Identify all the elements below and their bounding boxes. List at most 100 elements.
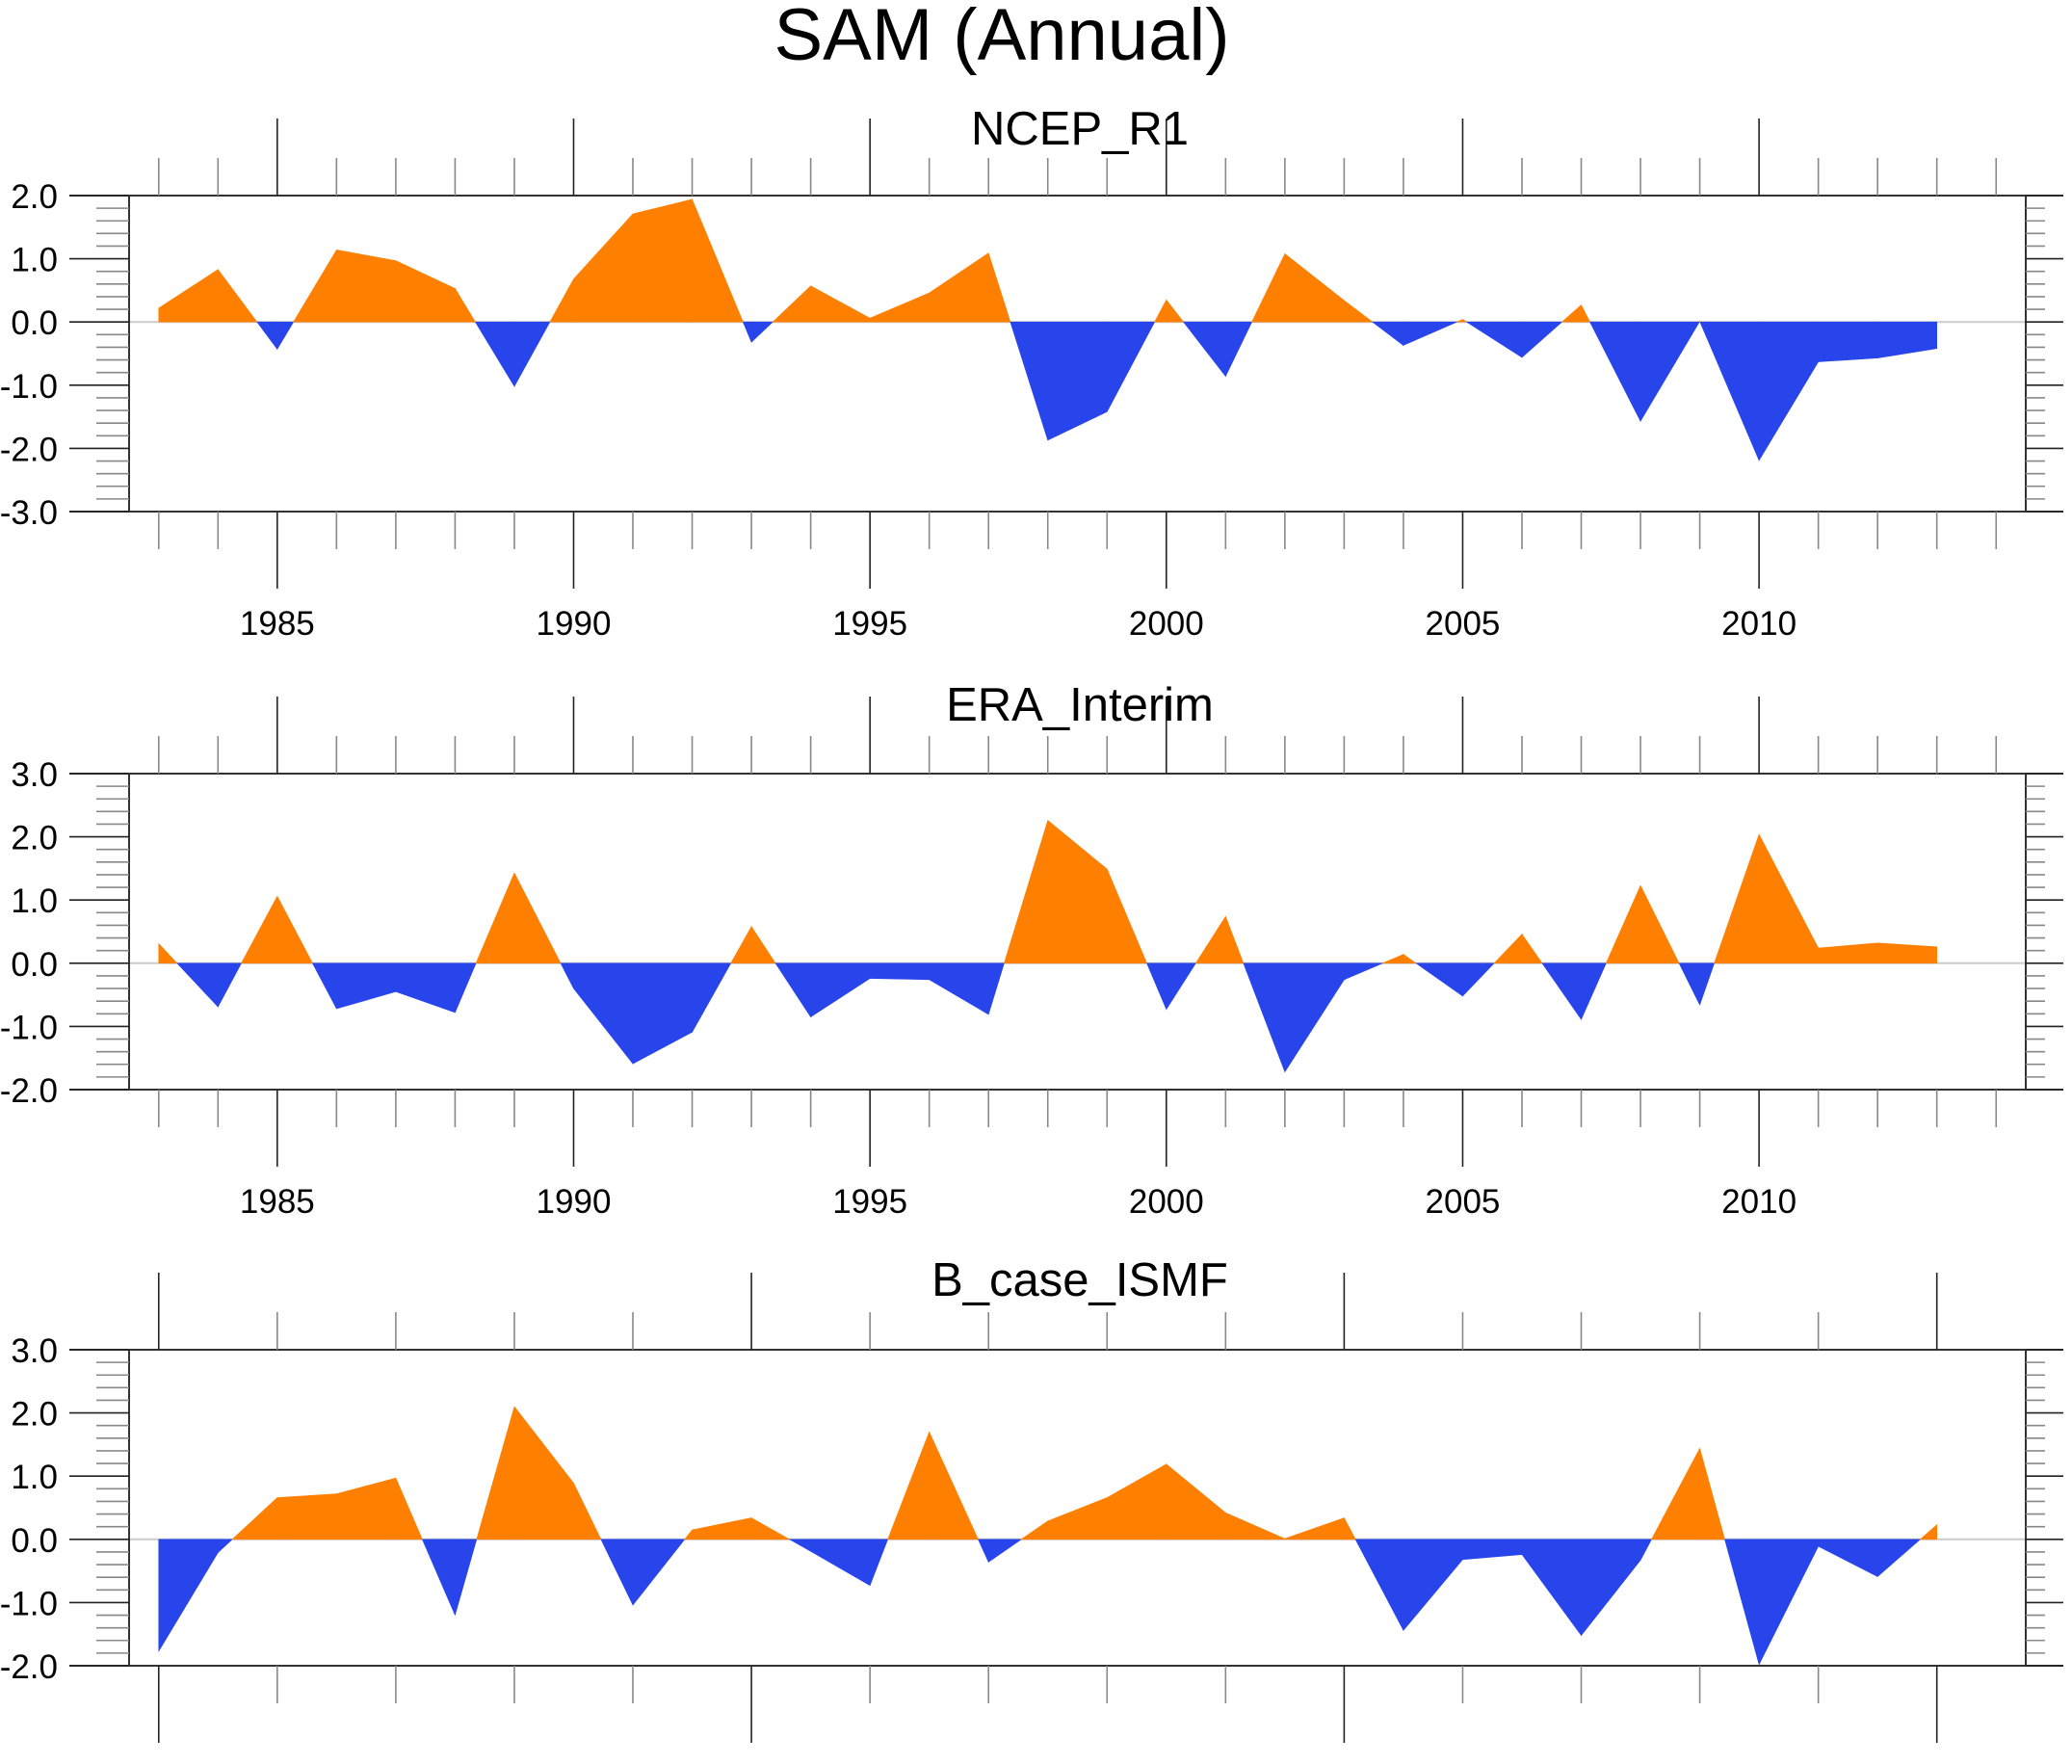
- y-tick-label: -3.0: [0, 494, 58, 532]
- y-tick-label: -2.0: [0, 1072, 58, 1110]
- panel-title-era-interim: ERA_Interim: [946, 679, 1214, 731]
- y-tick-label: 1.0: [11, 882, 58, 920]
- y-tick-label: -1.0: [0, 1585, 58, 1622]
- panel-b-case-ismf: B_case_ISMF 90 100 110 120 -2.0 -1.0 0.0 1.0 2.0…: [0, 1254, 2063, 1764]
- positive-area-segment: [1225, 916, 1245, 964]
- positive-area-segment: [218, 268, 258, 323]
- negative-area-segment: [455, 1539, 478, 1616]
- negative-area-segment: [1699, 962, 1716, 1006]
- y-tick-label: 3.0: [11, 1332, 58, 1370]
- y-tick-label: -2.0: [0, 431, 58, 468]
- negative-area-segment: [218, 962, 243, 1008]
- x-tick-label: 2010: [1721, 605, 1797, 643]
- x-tick-label: 2010: [1721, 1183, 1797, 1221]
- y-tick-label: 1.0: [11, 1459, 58, 1496]
- negative-area-segment: [1106, 321, 1156, 412]
- positive-area-segment: [513, 872, 562, 964]
- negative-area-segment: [513, 321, 551, 387]
- positive-area-segment: [632, 198, 693, 323]
- panel-title-ncep-r1: NCEP_R1: [971, 103, 1189, 155]
- negative-area-segment: [1876, 1539, 1922, 1578]
- negative-area-segment: [692, 962, 732, 1034]
- negative-area-segment: [1344, 962, 1383, 981]
- positive-area-segment: [276, 1493, 337, 1540]
- positive-area-segment: [1166, 299, 1185, 323]
- negative-area-segment: [276, 321, 295, 351]
- positive-area-segment: [276, 896, 313, 964]
- positive-area-segment: [1344, 300, 1374, 323]
- negative-area-segment: [1876, 321, 1937, 358]
- y-tick-label: 2.0: [11, 820, 58, 857]
- positive-area-segment: [336, 250, 397, 323]
- x-tick-label: 2005: [1426, 1183, 1501, 1221]
- positive-area-segment: [1919, 1524, 1937, 1540]
- x-tick-label: 1995: [832, 605, 907, 643]
- positive-area-segment: [1521, 933, 1543, 964]
- positive-area-segment: [1699, 1448, 1725, 1540]
- plot-area-b-case-ismf: 90 100 110 120 -2.0 -1.0 0.0 1.0 2.0 3.0: [0, 1273, 2063, 1764]
- plot-area-era-interim: 1985 1990 1995 2000 2005 2010 -2.0 -1.0 0.0 1.0 2.…: [0, 697, 2063, 1221]
- x-tick-label: 2005: [1426, 605, 1501, 643]
- positive-area-segment: [692, 198, 744, 323]
- negative-area-segment: [1225, 321, 1253, 377]
- x-tick-label: 1990: [537, 1183, 612, 1221]
- y-tick-label: 3.0: [11, 756, 58, 794]
- negative-area-segment: [1639, 1539, 1653, 1561]
- negative-area-segment: [987, 962, 1005, 1015]
- positive-area-segment: [1106, 868, 1148, 964]
- x-tick-label: 1985: [240, 605, 315, 643]
- x-tick-label: 90: [140, 1759, 177, 1764]
- negative-area-segment: [869, 962, 930, 981]
- positive-area-segment: [929, 1432, 979, 1540]
- x-tick-label: 110: [1317, 1759, 1371, 1764]
- negative-area-segment: [1639, 321, 1700, 423]
- negative-area-segment: [750, 321, 774, 343]
- x-tick-label: 2000: [1129, 605, 1204, 643]
- positive-area-segment: [1876, 942, 1937, 964]
- negative-area-segment: [987, 1539, 1023, 1563]
- negative-area-segment: [1462, 962, 1495, 997]
- x-tick-label: 2000: [1129, 1183, 1204, 1221]
- positive-area-segment: [395, 1478, 423, 1540]
- x-tick-label: 120: [1909, 1759, 1965, 1764]
- plot-area-ncep-r1: 1985 1990 1995 2000 2005 2010 -3.0 -2.0 -1.0 0.0 1…: [0, 118, 2063, 643]
- positive-area-segment: [573, 1483, 602, 1540]
- negative-area-segment: [1818, 321, 1878, 362]
- positive-area-segment: [455, 287, 476, 323]
- y-tick-label: -1.0: [0, 1009, 58, 1046]
- negative-area-segment: [1521, 321, 1563, 358]
- y-tick-label: -2.0: [0, 1648, 58, 1686]
- positive-area-segment: [1344, 1517, 1356, 1540]
- y-tick-label: -1.0: [0, 368, 58, 406]
- positive-area-segment: [750, 925, 776, 964]
- y-tick-label: 0.0: [11, 1522, 58, 1560]
- y-tick-label: 0.0: [11, 946, 58, 984]
- positive-area-segment: [1462, 319, 1468, 323]
- x-tick-label: 100: [723, 1759, 779, 1764]
- panel-title-b-case-ismf: B_case_ISMF: [931, 1254, 1228, 1306]
- x-tick-label: 1990: [537, 605, 612, 643]
- positive-area-segment: [1639, 884, 1680, 964]
- y-tick-label: 2.0: [11, 1396, 58, 1434]
- figure-title: SAM (Annual): [774, 0, 1229, 76]
- panel-era-interim: ERA_Interim 1985 1990 1995 2000 2005 2010 -2.0…: [0, 679, 2063, 1221]
- y-tick-label: 2.0: [11, 178, 58, 216]
- negative-area-segment: [1581, 962, 1607, 1020]
- negative-area-segment: [218, 1539, 233, 1554]
- positive-area-segment: [750, 1516, 791, 1540]
- positive-area-segment: [1403, 954, 1417, 964]
- negative-area-segment: [632, 1539, 686, 1606]
- panel-ncep-r1: NCEP_R1 1985 1990 1995 2000 2005 2010 -3.0 -2.0…: [0, 103, 2063, 643]
- x-tick-label: 1985: [240, 1183, 315, 1221]
- negative-area-segment: [455, 962, 477, 1014]
- negative-area-segment: [1403, 321, 1457, 346]
- x-tick-label: 1995: [832, 1183, 907, 1221]
- negative-area-segment: [869, 1539, 889, 1586]
- positive-area-segment: [158, 942, 178, 964]
- y-tick-label: 0.0: [11, 304, 58, 342]
- positive-area-segment: [987, 252, 1011, 323]
- y-tick-label: 1.0: [11, 242, 58, 279]
- negative-area-segment: [1166, 962, 1196, 1011]
- positive-area-segment: [1581, 304, 1591, 323]
